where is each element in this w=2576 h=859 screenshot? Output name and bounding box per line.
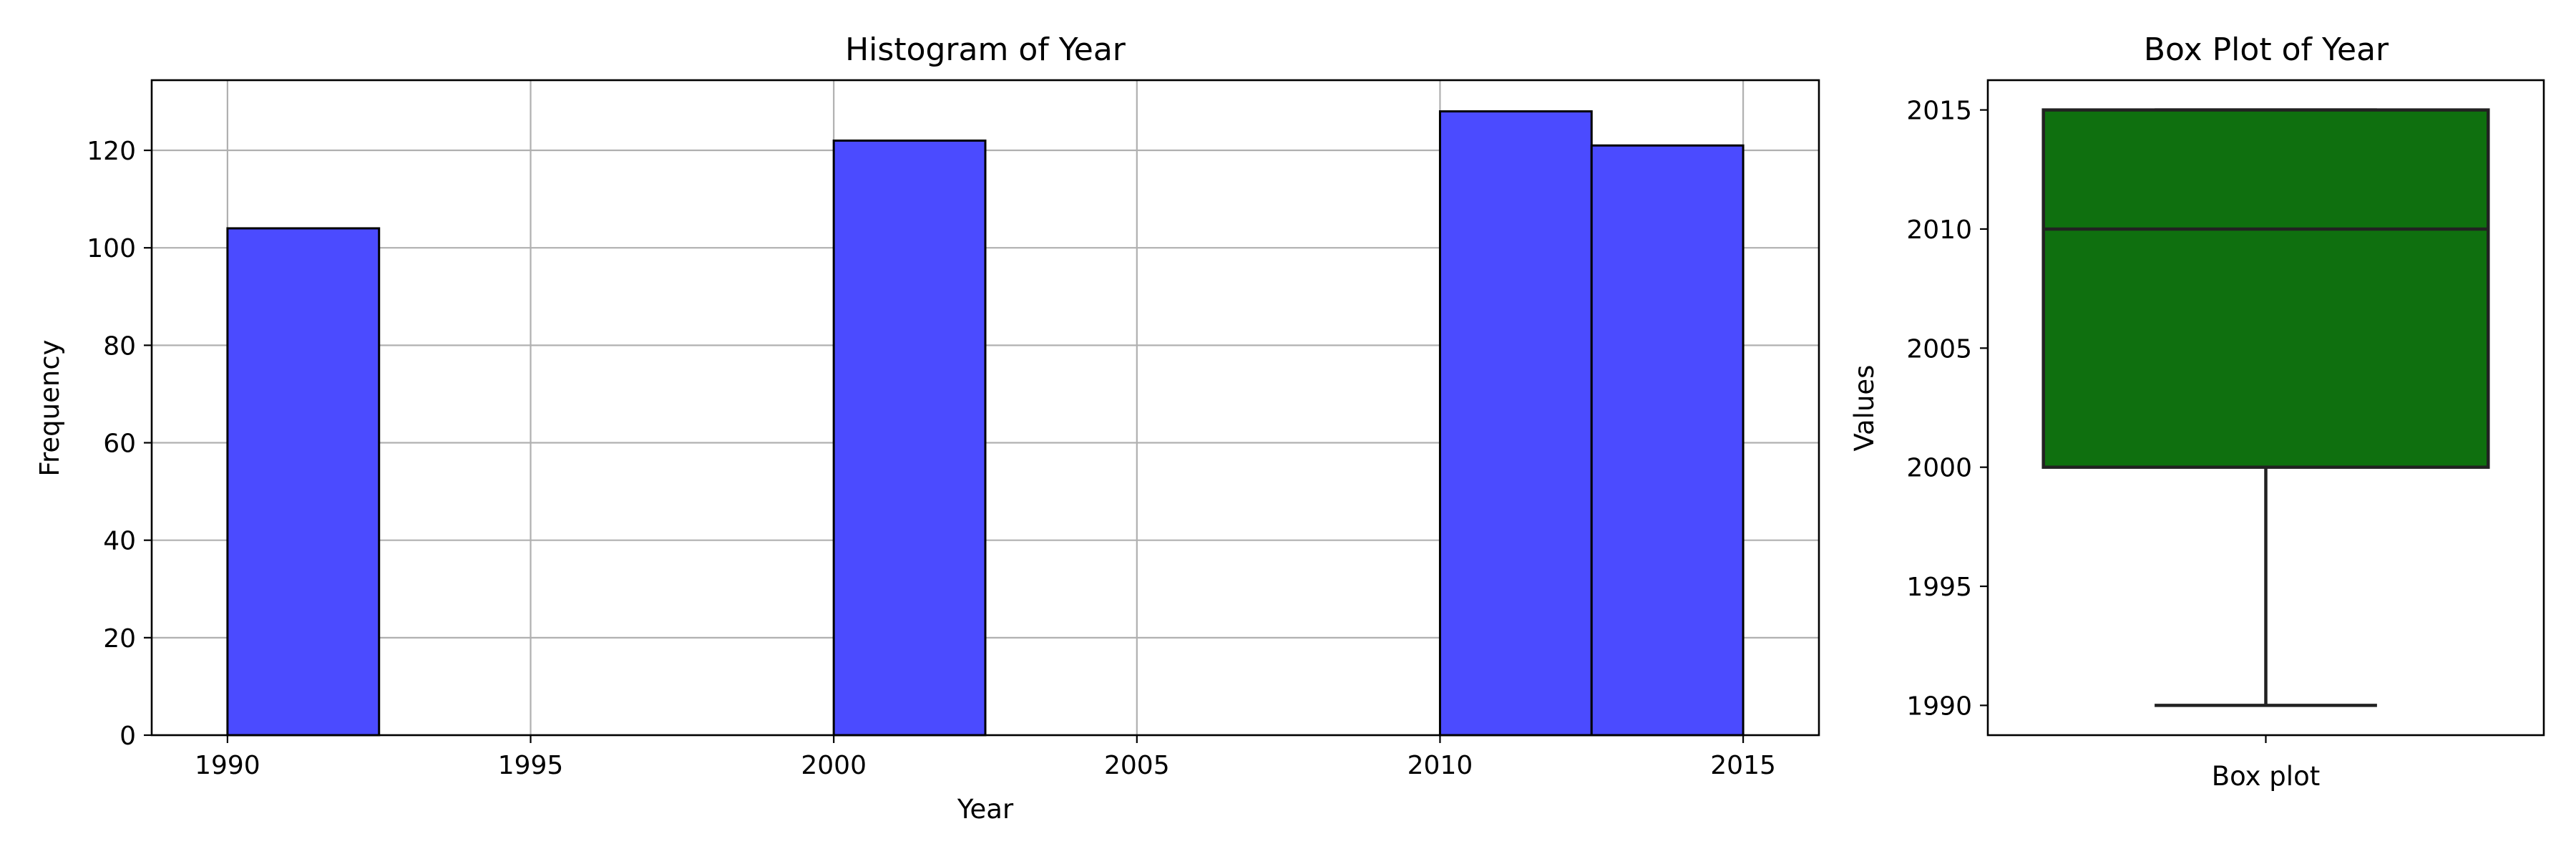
boxplot-y-tick-label: 2010: [1906, 215, 1972, 245]
histogram-y-tick-label: 20: [103, 624, 136, 654]
histogram-bars: [226, 110, 1745, 737]
histogram-x-tick-label: 2000: [801, 751, 867, 780]
histogram-bar: [1590, 144, 1745, 737]
boxplot-box: [2041, 108, 2490, 469]
boxplot-y-tick-label: 2015: [1906, 97, 1972, 126]
boxplot-title: Box Plot of Year: [2144, 31, 2389, 68]
histogram-x-tick-label: 2015: [1710, 751, 1776, 780]
histogram-y-tick-label: 120: [87, 137, 136, 166]
histogram-bar: [1438, 110, 1593, 737]
boxplot-elements: [2041, 108, 2490, 707]
histogram-y-tick-label: 100: [87, 234, 136, 263]
histogram-bar: [226, 227, 381, 737]
boxplot-y-tick-label: 2005: [1906, 334, 1972, 364]
histogram-y-axis-label: Frequency: [34, 339, 65, 476]
histogram-title: Histogram of Year: [845, 31, 1126, 68]
boxplot-y-tick-label: 1990: [1906, 691, 1972, 721]
histogram-x-ticks: 1990 1995 2000 2005 2010 2015: [195, 735, 1776, 780]
boxplot-panel: Box Plot of Year Box plot 1990 1995 2000 20…: [1849, 31, 2545, 792]
histogram-x-tick-label: 1995: [498, 751, 564, 780]
histogram-x-tick-label: 2010: [1407, 751, 1473, 780]
boxplot-y-axis-label: Values: [1849, 365, 1880, 452]
histogram-x-tick-label: 2005: [1104, 751, 1170, 780]
histogram-y-tick-label: 0: [119, 722, 136, 751]
histogram-y-tick-label: 60: [103, 430, 136, 459]
histogram-y-tick-label: 40: [103, 527, 136, 556]
histogram-bar: [832, 139, 987, 737]
histogram-y-ticks: 0 20 40 60 80 100 120: [87, 137, 152, 751]
boxplot-y-ticks: 1990 1995 2000 2005 2010 2015: [1906, 97, 1988, 721]
histogram-y-tick-label: 80: [103, 331, 136, 361]
boxplot-y-tick-label: 2000: [1906, 454, 1972, 483]
histogram-x-axis-label: Year: [957, 794, 1014, 825]
histogram-frame: [150, 79, 1820, 737]
histogram-x-tick-label: 1990: [195, 751, 260, 780]
boxplot-x-ticks: Box plot: [2212, 735, 2320, 792]
histogram-panel: Histogram of Year 1990 1995 2000 2005 2010 20…: [34, 31, 1820, 825]
boxplot-category-label: Box plot: [2212, 761, 2320, 792]
boxplot-y-tick-label: 1995: [1906, 573, 1972, 602]
